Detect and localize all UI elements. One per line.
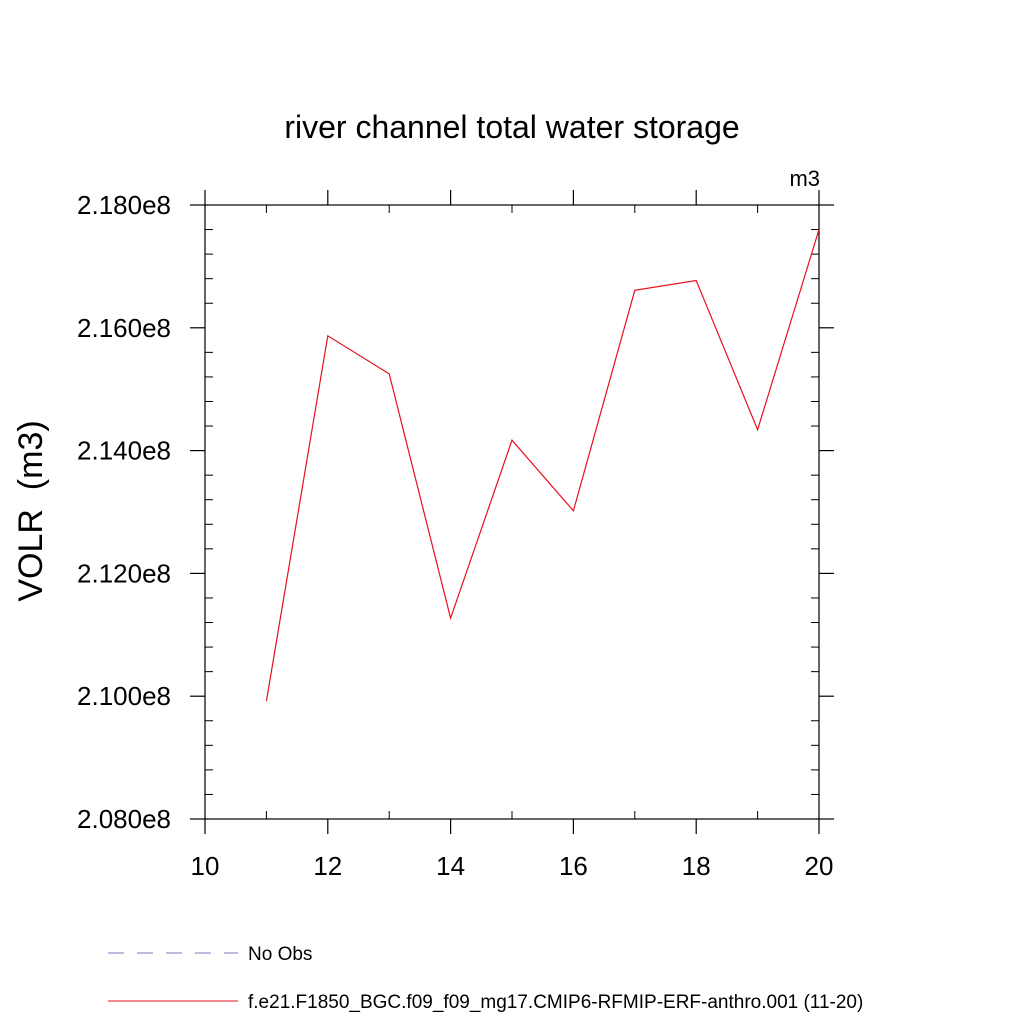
y-tick-label: 2.080e8	[77, 804, 171, 834]
x-tick-label: 10	[191, 851, 220, 881]
y-tick-label: 2.160e8	[77, 313, 171, 343]
x-tick-label: 16	[559, 851, 588, 881]
y-tick-label: 2.100e8	[77, 681, 171, 711]
plot-frame	[204, 204, 820, 820]
x-tick-label: 18	[682, 851, 711, 881]
legend-label-1: f.e21.F1850_BGC.f09_f09_mg17.CMIP6-RFMIP…	[248, 992, 863, 1013]
y-tick-label: 2.140e8	[77, 436, 171, 466]
y-tick-label: 2.180e8	[77, 190, 171, 220]
units-label: m3	[789, 166, 820, 191]
legend-label-0: No Obs	[248, 944, 312, 965]
chart-title: river channel total water storage	[284, 109, 739, 145]
series-line-0	[265, 229, 820, 702]
x-tick-label: 14	[436, 851, 465, 881]
axis-ticks: 10 12 14 16 18 20 2.080e8 2.100e8 2.120e8 2.140e8…	[77, 190, 834, 881]
legend: No Obs f.e21.F1850_BGC.f09_f09_mg17.CMIP6…	[108, 944, 863, 1013]
y-axis-label: VOLR (m3)	[12, 420, 50, 601]
y-tick-label: 2.120e8	[77, 558, 171, 588]
series-layer	[265, 229, 820, 702]
x-tick-label: 12	[313, 851, 342, 881]
x-tick-label: 20	[805, 851, 834, 881]
